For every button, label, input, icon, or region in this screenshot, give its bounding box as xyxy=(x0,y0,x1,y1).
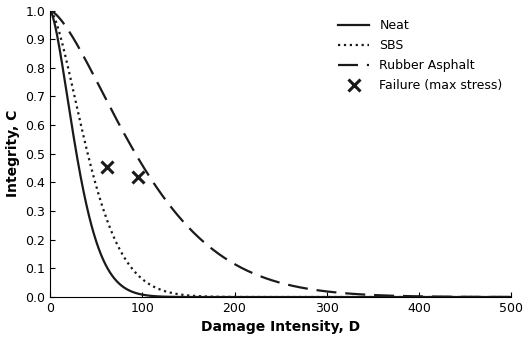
X-axis label: Damage Intensity, D: Damage Intensity, D xyxy=(201,320,360,335)
Legend: Neat, SBS, Rubber Asphalt, Failure (max stress): Neat, SBS, Rubber Asphalt, Failure (max … xyxy=(333,14,508,97)
Y-axis label: Integrity, C: Integrity, C xyxy=(6,110,20,198)
